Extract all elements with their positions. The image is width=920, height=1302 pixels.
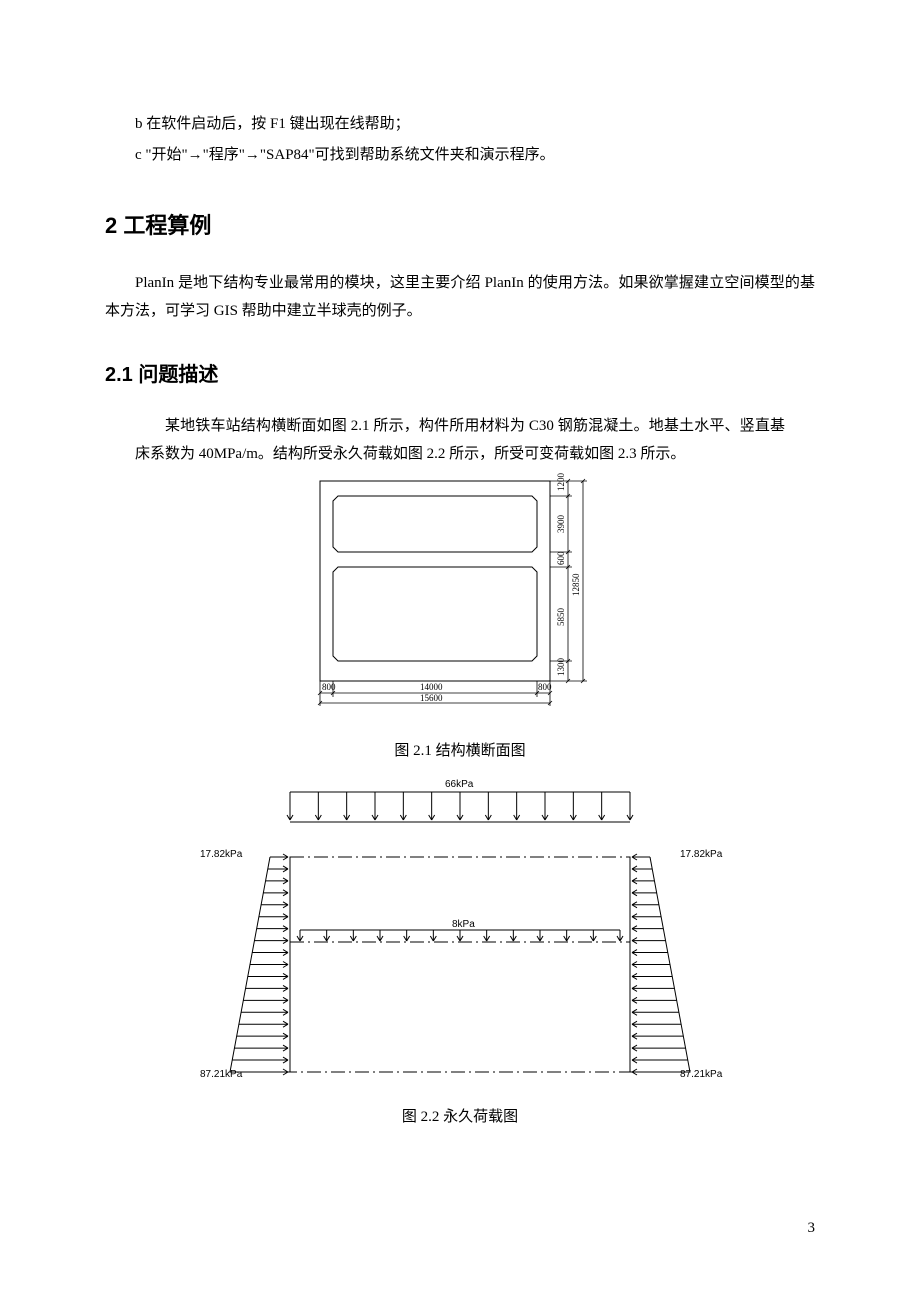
figure-2-2: 66kPa 8kPa 17.82kPa 87.21kPa 17.82kPa 87…: [170, 777, 750, 1097]
bullet-c: c "开始"→"程序"→"SAP84"可找到帮助系统文件夹和演示程序。: [105, 141, 815, 170]
document-page: b 在软件启动后，按 F1 键出现在线帮助； c "开始"→"程序"→"SAP8…: [0, 0, 920, 1302]
dim-h-top: 1200: [556, 472, 566, 491]
figure-2-2-caption: 图 2.2 永久荷载图: [105, 1103, 815, 1132]
figure-2-1-caption: 图 2.1 结构横断面图: [105, 737, 815, 766]
right-top-label: 17.82kPa: [680, 849, 723, 860]
right-bottom-label: 87.21kPa: [680, 1069, 723, 1080]
dim-h-mid: 600: [556, 551, 566, 565]
figure-2-1: 800 14000 800 15600 1200 3900 600: [300, 471, 620, 731]
heading-2: 2.1 问题描述: [105, 356, 815, 394]
dim-h-lower: 5850: [556, 607, 566, 626]
mid-load-label: 8kPa: [452, 919, 475, 930]
paragraph-1: PlanIn 是地下结构专业最常用的模块，这里主要介绍 PlanIn 的使用方法…: [105, 269, 815, 326]
top-load-label: 66kPa: [445, 779, 474, 790]
left-bottom-label: 87.21kPa: [200, 1069, 243, 1080]
bullet-b: b 在软件启动后，按 F1 键出现在线帮助；: [105, 110, 815, 139]
dim-w-left: 800: [322, 682, 336, 692]
dim-w-right: 800: [538, 682, 552, 692]
dim-h-total: 12850: [571, 573, 581, 596]
page-number: 3: [808, 1214, 816, 1243]
dim-w-total: 15600: [420, 693, 443, 703]
dim-w-mid: 14000: [420, 682, 443, 692]
dim-h-upper: 3900: [556, 514, 566, 533]
dim-h-bottom: 1300: [556, 657, 566, 676]
left-top-label: 17.82kPa: [200, 849, 243, 860]
paragraph-2: 某地铁车站结构横断面如图 2.1 所示，构件所用材料为 C30 钢筋混凝土。地基…: [135, 412, 785, 469]
heading-1: 2 工程算例: [105, 205, 815, 247]
